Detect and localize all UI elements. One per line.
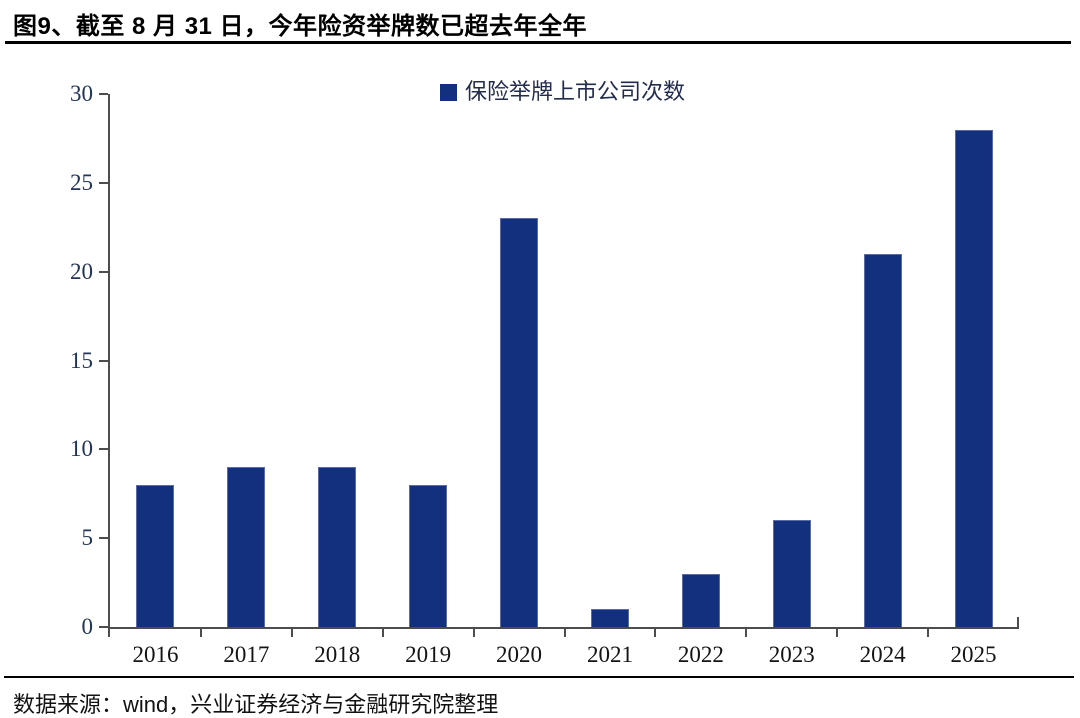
- x-axis-tick: [563, 629, 566, 637]
- y-axis-label: 15: [70, 347, 93, 373]
- x-axis-tick: [199, 629, 202, 637]
- y-axis-stub: [108, 629, 110, 637]
- y-axis-tick: [99, 93, 108, 95]
- x-axis-tick: [836, 629, 839, 637]
- x-axis-label-2024: 2024: [859, 642, 906, 667]
- x-axis-tick: [927, 629, 930, 637]
- x-axis-tick: [290, 629, 293, 637]
- bar-2021: [590, 609, 629, 627]
- y-axis-tick: [99, 270, 108, 273]
- bar-chart-plot-area: 0 5 10 15 20 25 30 2016 2017 2018 2019 2020 2021 2022…: [70, 82, 1019, 666]
- title-divider: [5, 41, 1071, 44]
- y-axis-tick: [99, 537, 108, 540]
- x-axis-label-2019: 2019: [405, 642, 452, 667]
- y-axis-label: 10: [70, 436, 93, 462]
- bar-2025: [954, 130, 993, 627]
- y-axis-tick: [99, 448, 108, 451]
- bar-2024: [863, 254, 902, 627]
- legend-label: 保险举牌上市公司次数: [464, 79, 685, 104]
- x-axis-label-2020: 2020: [496, 642, 543, 667]
- y-axis-tick: [99, 626, 108, 628]
- data-source-note: 数据来源：wind，兴业证券经济与金融研究院整理: [13, 692, 499, 717]
- footer-divider: [4, 676, 1074, 678]
- y-axis-label: 30: [70, 81, 93, 106]
- bar-2019: [409, 485, 448, 627]
- y-axis-label: 0: [81, 614, 94, 639]
- figure-title: 图9、截至 8 月 31 日，今年险资举牌数已超去年全年: [13, 13, 588, 40]
- x-axis-label-2016: 2016: [132, 642, 179, 667]
- legend-swatch-icon: [439, 83, 457, 101]
- chart-legend: 保险举牌上市公司次数: [108, 80, 1017, 104]
- x-axis-tick: [381, 629, 384, 637]
- x-axis-label-2023: 2023: [768, 642, 815, 667]
- x-axis-label-2021: 2021: [586, 642, 633, 667]
- bar-2023: [772, 520, 811, 627]
- x-axis-label-2017: 2017: [223, 642, 270, 667]
- bar-2017: [227, 467, 266, 627]
- bar-2020: [500, 218, 539, 627]
- bar-2018: [318, 467, 357, 627]
- y-axis-label: 5: [81, 525, 94, 551]
- y-axis-tick: [99, 359, 108, 362]
- bar-2016: [136, 485, 175, 627]
- x-axis-tick: [472, 629, 475, 637]
- bar-2022: [681, 574, 720, 627]
- x-axis-label-2025: 2025: [950, 642, 997, 667]
- x-axis-tick: [654, 629, 657, 637]
- y-axis-tick: [99, 181, 108, 184]
- x-axis-label-2022: 2022: [677, 642, 724, 667]
- x-axis-end-tick: [1017, 617, 1019, 627]
- x-axis-tick: [745, 629, 748, 637]
- y-axis-label: 20: [70, 258, 93, 284]
- x-axis-label-2018: 2018: [314, 642, 361, 667]
- y-axis-label: 25: [70, 169, 93, 195]
